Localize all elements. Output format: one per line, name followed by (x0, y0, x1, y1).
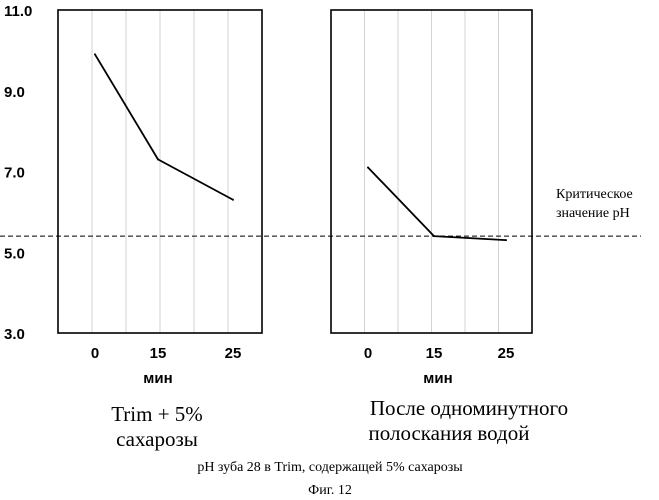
x-tick-label: 15 (150, 345, 167, 362)
data-point (505, 239, 507, 241)
data-point (94, 53, 96, 55)
data-point (157, 158, 159, 160)
figure-caption: pH зуба 28 в Trim, содержащей 5% сахароз… (197, 460, 463, 475)
x-tick-label: 25 (498, 345, 515, 362)
data-point (367, 166, 369, 168)
y-tick-label: 7.0 (4, 165, 25, 182)
critical-label-line-1: Критическое (556, 187, 633, 202)
x-tick-label: 15 (426, 345, 443, 362)
y-tick-label: 9.0 (4, 84, 25, 101)
panel-1: 11.0 9.0 7.0 5.0 3.0 0 15 25 мин (4, 3, 262, 387)
series-line (368, 167, 506, 240)
y-tick-label: 11.0 (4, 3, 32, 20)
data-point (232, 199, 234, 201)
right-panel-title-line-1: После одноминутного (370, 396, 568, 420)
y-tick-label: 3.0 (4, 326, 25, 343)
panel-2: 0 15 25 мин (331, 10, 532, 387)
x-tick-label: 0 (91, 345, 99, 362)
x-tick-label: 0 (364, 345, 372, 362)
critical-label-line-2: значение pH (556, 206, 630, 221)
x-axis-unit-label: мин (143, 370, 172, 387)
x-axis-unit-label: мин (423, 370, 452, 387)
series-line (95, 54, 233, 199)
left-panel-title-line-2: сахарозы (116, 427, 198, 451)
figure-label: Фиг. 12 (308, 483, 352, 498)
y-tick-label: 5.0 (4, 245, 25, 262)
right-panel-title-line-2: полоскания водой (369, 421, 530, 445)
x-tick-label: 25 (225, 345, 242, 362)
chart-panels: 11.0 9.0 7.0 5.0 3.0 0 15 25 мин 0 15 25 мин (4, 3, 532, 387)
left-panel-title-line-1: Trim + 5% (111, 402, 203, 426)
